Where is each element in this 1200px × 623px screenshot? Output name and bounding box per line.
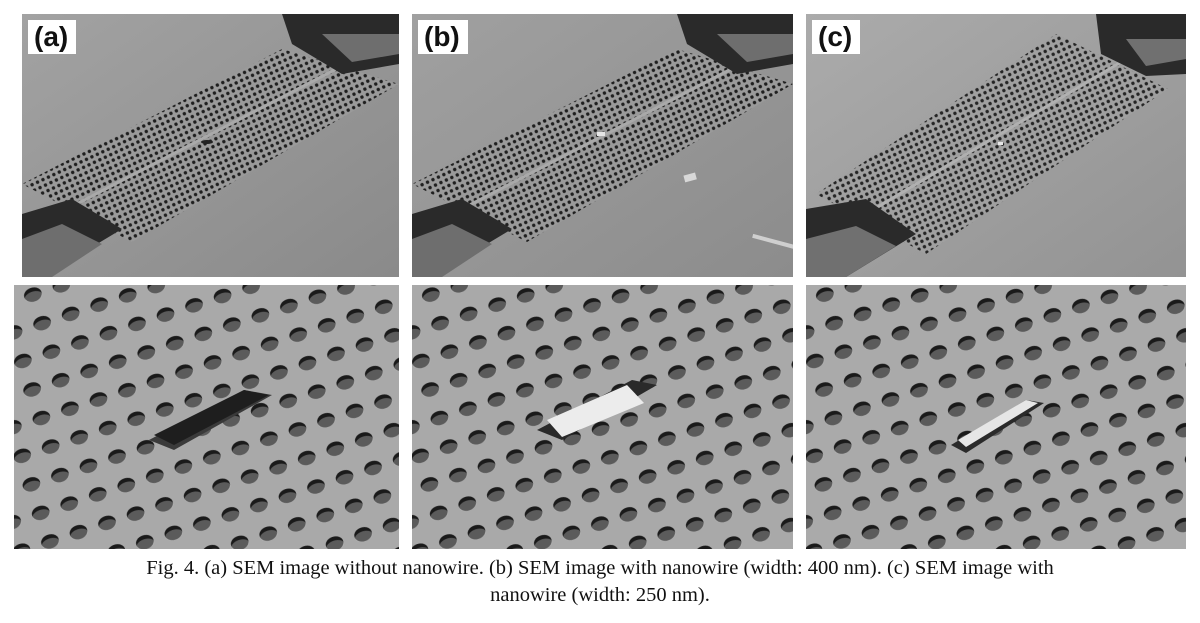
panel-c-closeup xyxy=(806,285,1186,549)
panel-label-b: (b) xyxy=(418,20,468,54)
sem-closeup-image-a xyxy=(14,285,399,549)
sem-closeup-image-b xyxy=(412,285,793,549)
panel-a-closeup xyxy=(14,285,399,549)
panel-a-overview: (a) xyxy=(22,14,399,277)
caption-line-1: Fig. 4. (a) SEM image without nanowire. … xyxy=(146,557,1054,579)
panel-label-c: (c) xyxy=(812,20,861,54)
panel-c-overview: (c) xyxy=(806,14,1186,277)
sem-overview-image-a xyxy=(22,14,399,277)
figure-caption: Fig. 4. (a) SEM image without nanowire. … xyxy=(0,555,1200,609)
sem-overview-image-c xyxy=(806,14,1186,277)
panel-label-a: (a) xyxy=(28,20,77,54)
sem-closeup-image-c xyxy=(806,285,1186,549)
caption-line-2: nanowire (width: 250 nm). xyxy=(490,584,710,606)
panel-b-closeup xyxy=(412,285,793,549)
sem-overview-image-b xyxy=(412,14,793,277)
panel-b-overview: (b) xyxy=(412,14,793,277)
